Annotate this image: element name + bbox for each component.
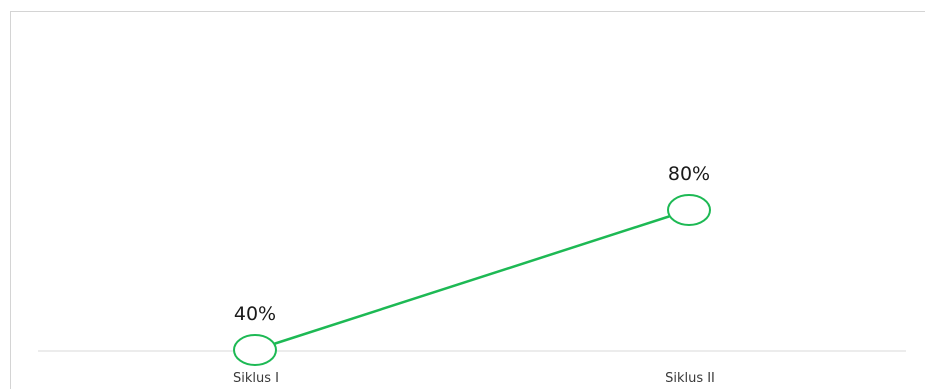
series-layer <box>233 194 711 366</box>
x-tick-label: Siklus II <box>665 371 715 386</box>
series-line <box>254 208 690 352</box>
data-label: 40% <box>234 303 276 325</box>
data-point-marker <box>667 194 711 226</box>
data-point-marker <box>233 334 277 366</box>
label-layer: 40% 80% <box>234 163 710 325</box>
axis-layer: Siklus I Siklus II <box>38 350 906 386</box>
x-tick-label: Siklus I <box>233 371 279 386</box>
chart-frame <box>10 11 925 389</box>
data-label: 80% <box>668 163 710 185</box>
